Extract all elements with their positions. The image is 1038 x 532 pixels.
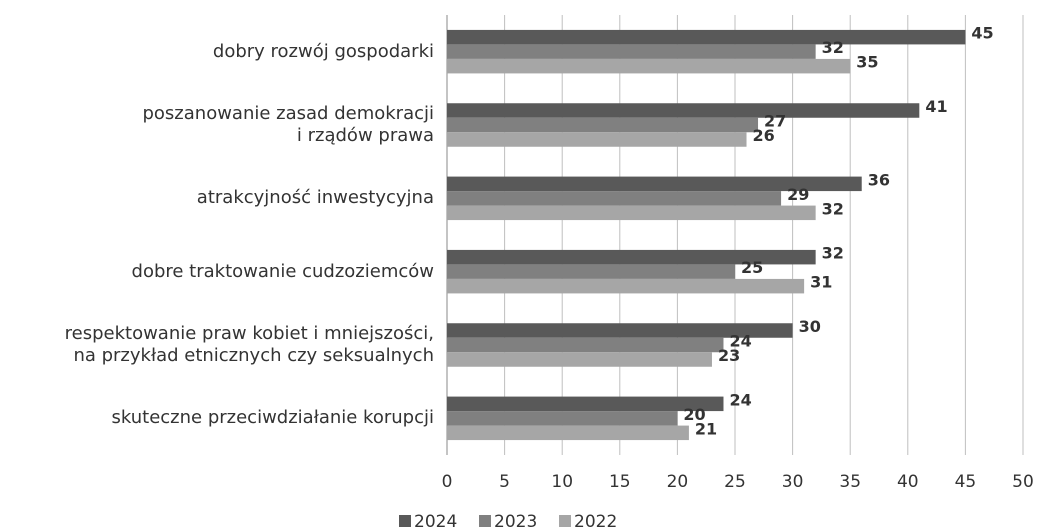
x-tick-label: 15 [609, 472, 631, 492]
legend-label: 2023 [494, 512, 537, 532]
x-tick-label: 10 [551, 472, 573, 492]
x-tick-label: 50 [1012, 472, 1034, 492]
y-tick-label: atrakcyjność inwestycyjna [196, 187, 434, 209]
bar [447, 411, 678, 426]
x-tick-label: 35 [839, 472, 861, 492]
value-label: 45 [971, 24, 993, 43]
bar [447, 191, 782, 206]
legend-label: 2024 [414, 512, 457, 532]
value-label: 32 [822, 244, 844, 263]
bar [447, 278, 805, 294]
value-label: 25 [741, 258, 763, 277]
y-tick-label: dobre traktowanie cudzoziemców [131, 260, 434, 282]
value-label: 24 [729, 332, 751, 351]
value-label: 36 [868, 170, 890, 189]
y-tick-label: respektowanie praw kobiet i mniejszości,… [64, 323, 434, 366]
bar [447, 249, 816, 265]
x-tick-label: 0 [442, 472, 453, 492]
bar [447, 44, 816, 59]
legend-swatch [559, 515, 571, 527]
bar [447, 264, 735, 279]
bar [447, 205, 816, 221]
value-label: 27 [764, 112, 786, 131]
bar [447, 396, 724, 412]
bar [447, 29, 966, 45]
legend-label: 2022 [574, 512, 617, 532]
y-tick-label: skuteczne przeciwdziałanie korupcji [111, 407, 435, 429]
value-label: 32 [822, 199, 844, 218]
bar [447, 103, 920, 118]
y-tick-label: poszanowanie zasad demokracji i rządów p… [142, 103, 434, 146]
x-tick-label: 5 [499, 472, 510, 492]
bar [447, 132, 747, 147]
value-label: 35 [856, 53, 878, 72]
value-label: 29 [787, 185, 809, 204]
x-tick-label: 40 [897, 472, 919, 492]
bar [447, 58, 851, 74]
bar [447, 117, 759, 133]
bar [447, 425, 689, 441]
value-label: 41 [925, 97, 947, 116]
value-label: 26 [753, 126, 775, 145]
x-tick-label: 30 [782, 472, 804, 492]
bar [447, 352, 712, 367]
legend-swatch [479, 515, 491, 527]
value-label: 24 [729, 390, 751, 409]
bar [447, 337, 724, 353]
value-label: 21 [695, 419, 717, 438]
x-tick-label: 45 [955, 472, 977, 492]
value-label: 20 [683, 405, 705, 424]
bar [447, 176, 862, 192]
x-tick-label: 20 [667, 472, 689, 492]
legend-swatch [399, 515, 411, 527]
value-label: 30 [799, 317, 821, 336]
value-label: 31 [810, 273, 832, 292]
value-label: 23 [718, 346, 740, 365]
bar [447, 323, 793, 338]
value-label: 32 [822, 38, 844, 57]
y-tick-label: dobry rozwój gospodarki [212, 40, 434, 62]
x-tick-label: 25 [724, 472, 746, 492]
